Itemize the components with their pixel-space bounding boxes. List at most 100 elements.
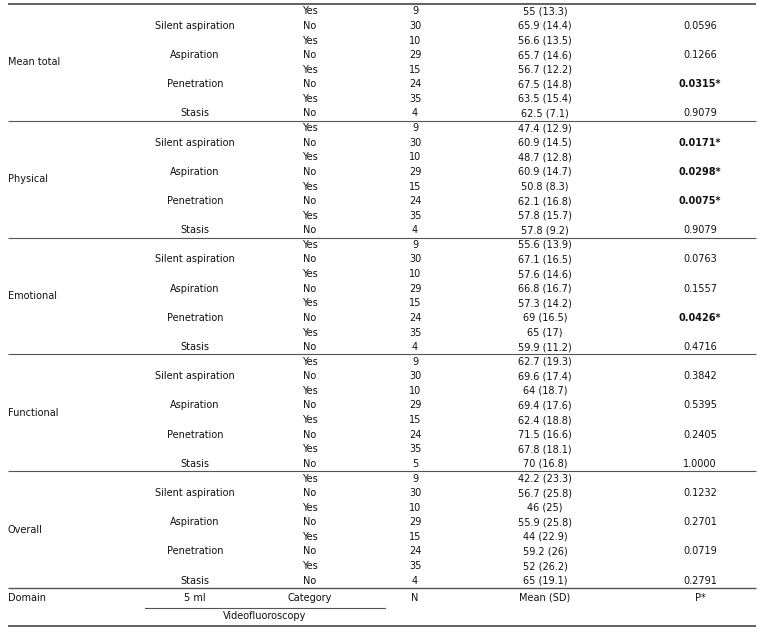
Text: 56.6 (13.5): 56.6 (13.5) [518,36,572,46]
Text: 66.8 (16.7): 66.8 (16.7) [518,283,571,294]
Text: 50.8 (8.3): 50.8 (8.3) [521,181,568,191]
Text: 57.6 (14.6): 57.6 (14.6) [518,269,572,279]
Text: 70 (16.8): 70 (16.8) [523,459,567,469]
Text: 71.5 (16.6): 71.5 (16.6) [518,430,572,440]
Text: 67.5 (14.8): 67.5 (14.8) [518,79,572,89]
Text: Yes: Yes [302,123,318,133]
Text: 55 (13.3): 55 (13.3) [523,6,568,16]
Text: 24: 24 [409,547,421,557]
Text: Yes: Yes [302,36,318,46]
Text: 9: 9 [412,474,418,484]
Text: 65.9 (14.4): 65.9 (14.4) [518,21,571,31]
Text: 0.2405: 0.2405 [683,430,717,440]
Text: 5: 5 [412,459,418,469]
Text: 0.1232: 0.1232 [683,488,717,498]
Text: P*: P* [694,593,705,603]
Text: Stasis: Stasis [180,576,209,586]
Text: 15: 15 [409,181,421,191]
Text: Yes: Yes [302,181,318,191]
Text: No: No [303,196,316,206]
Text: Aspiration: Aspiration [170,517,220,527]
Text: 62.5 (7.1): 62.5 (7.1) [521,108,569,119]
Text: Aspiration: Aspiration [170,401,220,410]
Text: 65 (17): 65 (17) [527,328,563,337]
Text: 35: 35 [409,444,421,455]
Text: 5 ml: 5 ml [184,593,206,603]
Text: 65 (19.1): 65 (19.1) [523,576,567,586]
Text: 0.1266: 0.1266 [683,50,717,60]
Text: No: No [303,225,316,235]
Text: 24: 24 [409,313,421,323]
Text: Yes: Yes [302,474,318,484]
Text: Yes: Yes [302,65,318,75]
Text: 69 (16.5): 69 (16.5) [523,313,567,323]
Text: No: No [303,430,316,440]
Text: Yes: Yes [302,503,318,513]
Text: No: No [303,313,316,323]
Text: 0.4716: 0.4716 [683,342,717,352]
Text: 0.0719: 0.0719 [683,547,717,557]
Text: Penetration: Penetration [167,79,223,89]
Text: 59.2 (26): 59.2 (26) [523,547,568,557]
Text: 55.9 (25.8): 55.9 (25.8) [518,517,572,527]
Text: Yes: Yes [302,240,318,250]
Text: 0.9079: 0.9079 [683,108,717,119]
Text: Yes: Yes [302,152,318,162]
Text: 10: 10 [409,386,421,396]
Text: 1.0000: 1.0000 [683,459,717,469]
Text: 15: 15 [409,532,421,542]
Text: No: No [303,138,316,148]
Text: 62.7 (19.3): 62.7 (19.3) [518,357,572,366]
Text: 42.2 (23.3): 42.2 (23.3) [518,474,572,484]
Text: Silent aspiration: Silent aspiration [155,254,235,264]
Text: 30: 30 [409,138,421,148]
Text: 35: 35 [409,561,421,571]
Text: No: No [303,517,316,527]
Text: Yes: Yes [302,328,318,337]
Text: 62.4 (18.8): 62.4 (18.8) [518,415,571,425]
Text: 15: 15 [409,415,421,425]
Text: 44 (22.9): 44 (22.9) [523,532,568,542]
Text: Yes: Yes [302,444,318,455]
Text: Mean (SD): Mean (SD) [520,593,571,603]
Text: 35: 35 [409,328,421,337]
Text: No: No [303,50,316,60]
Text: 0.0171*: 0.0171* [678,138,721,148]
Text: 15: 15 [409,299,421,308]
Text: No: No [303,401,316,410]
Text: 4: 4 [412,225,418,235]
Text: Penetration: Penetration [167,196,223,206]
Text: 35: 35 [409,94,421,104]
Text: 10: 10 [409,36,421,46]
Text: No: No [303,79,316,89]
Text: Silent aspiration: Silent aspiration [155,138,235,148]
Text: 30: 30 [409,372,421,381]
Text: Silent aspiration: Silent aspiration [155,372,235,381]
Text: No: No [303,488,316,498]
Text: 62.1 (16.8): 62.1 (16.8) [518,196,571,206]
Text: Yes: Yes [302,386,318,396]
Text: 0.1557: 0.1557 [683,283,717,294]
Text: 57.3 (14.2): 57.3 (14.2) [518,299,572,308]
Text: 47.4 (12.9): 47.4 (12.9) [518,123,572,133]
Text: Penetration: Penetration [167,547,223,557]
Text: 64 (18.7): 64 (18.7) [523,386,567,396]
Text: 10: 10 [409,269,421,279]
Text: 0.0075*: 0.0075* [678,196,721,206]
Text: 10: 10 [409,152,421,162]
Text: Yes: Yes [302,269,318,279]
Text: No: No [303,21,316,31]
Text: 59.9 (11.2): 59.9 (11.2) [518,342,572,352]
Text: 65.7 (14.6): 65.7 (14.6) [518,50,572,60]
Text: 9: 9 [412,357,418,366]
Text: Functional: Functional [8,408,59,418]
Text: 0.3842: 0.3842 [683,372,717,381]
Text: Yes: Yes [302,415,318,425]
Text: 24: 24 [409,79,421,89]
Text: No: No [303,459,316,469]
Text: 56.7 (12.2): 56.7 (12.2) [518,65,572,75]
Text: No: No [303,283,316,294]
Text: Yes: Yes [302,299,318,308]
Text: 0.9079: 0.9079 [683,225,717,235]
Text: Silent aspiration: Silent aspiration [155,488,235,498]
